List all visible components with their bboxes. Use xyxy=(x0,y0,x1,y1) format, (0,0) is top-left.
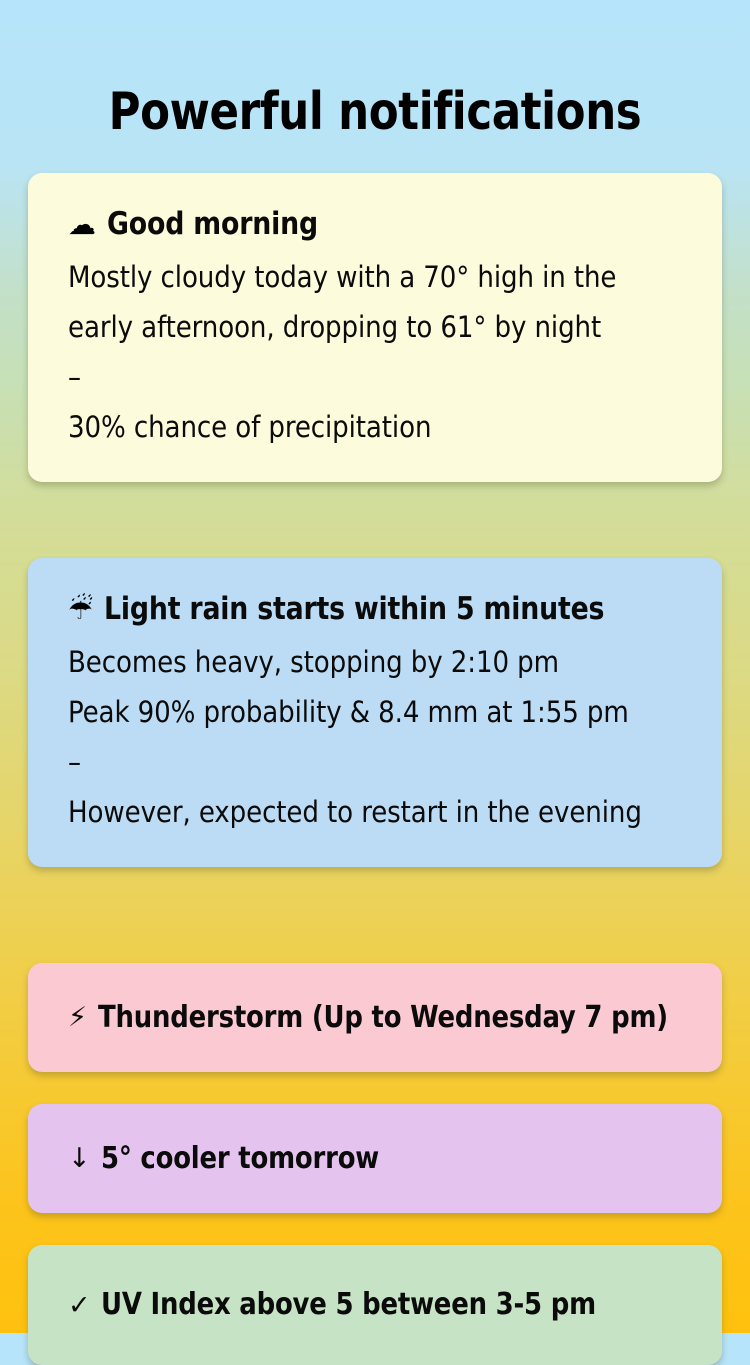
notification-headline-text: UV Index above 5 between 3-5 pm xyxy=(101,1287,597,1322)
notification-headline-text: Good morning xyxy=(106,206,318,242)
arrow-down-icon: ↓ xyxy=(68,1143,91,1174)
check-mark-icon: ✓ xyxy=(68,1289,91,1321)
notification-card-good-morning[interactable]: ☁ Good morning Mostly cloudy today with … xyxy=(28,173,722,482)
notification-body-line-1: Becomes heavy, stopping by 2:10 pm xyxy=(68,645,559,679)
notification-body-secondary: 30% chance of precipitation xyxy=(68,410,432,444)
notification-separator: – xyxy=(68,360,82,394)
notification-headline-text: Thunderstorm (Up to Wednesday 7 pm) xyxy=(97,999,668,1035)
notification-card-light-rain[interactable]: ☔ Light rain starts within 5 minutes Bec… xyxy=(28,558,722,867)
notification-body-secondary: However, expected to restart in the even… xyxy=(68,795,642,829)
notification-separator: – xyxy=(68,745,82,779)
lightning-bolt-icon: ⚡ xyxy=(68,1002,87,1033)
page-title: Powerful notifications xyxy=(108,81,642,142)
notification-card-thunderstorm[interactable]: ⚡ Thunderstorm (Up to Wednesday 7 pm) xyxy=(28,963,722,1072)
notification-headline-text: Light rain starts within 5 minutes xyxy=(103,591,605,627)
notifications-showcase-screen: Powerful notifications ☁ Good morning Mo… xyxy=(28,81,722,1365)
notification-card-uv-index[interactable]: ✓ UV Index above 5 between 3-5 pm xyxy=(28,1245,722,1365)
notification-headline: ☔ Light rain starts within 5 minutes xyxy=(68,590,684,628)
notification-headline: ☁ Good morning xyxy=(68,205,684,243)
cloud-icon: ☁ xyxy=(68,208,96,241)
umbrella-rain-icon: ☔ xyxy=(68,593,93,626)
notification-card-cooler-tomorrow[interactable]: ↓ 5° cooler tomorrow xyxy=(28,1104,722,1213)
notification-body-line-2: Peak 90% probability & 8.4 mm at 1:55 pm xyxy=(68,695,629,729)
notification-headline-text: 5° cooler tomorrow xyxy=(101,1140,380,1176)
notification-body-paragraph: Mostly cloudy today with a 70° high in t… xyxy=(68,260,617,344)
notification-headline: ✓ UV Index above 5 between 3-5 pm xyxy=(68,1287,617,1323)
notification-headline: ⚡ Thunderstorm (Up to Wednesday 7 pm) xyxy=(68,1000,691,1036)
notification-headline: ↓ 5° cooler tomorrow xyxy=(68,1141,391,1177)
